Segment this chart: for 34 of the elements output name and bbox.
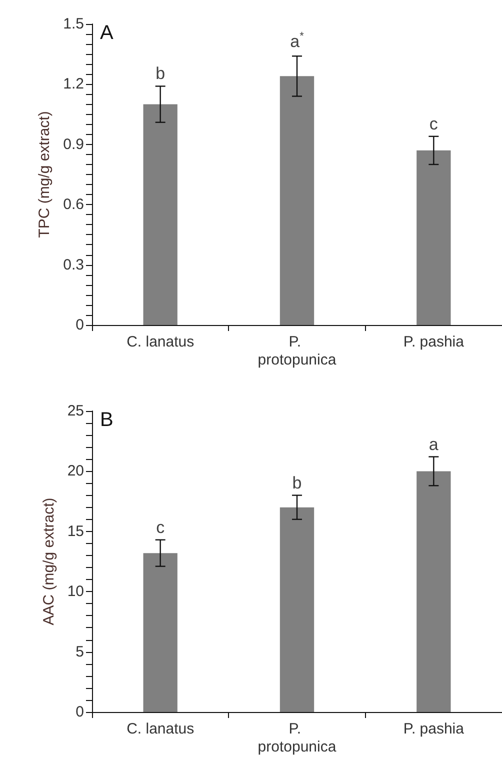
annotation: c (156, 518, 166, 537)
y-axis-title: AAC (mg/g extract) (40, 498, 58, 626)
bar (143, 104, 178, 325)
annotation: c (429, 114, 438, 134)
chart-title: B (100, 409, 114, 431)
y-tick-label: 15 (67, 522, 84, 540)
x-tick-label: C. lanatus (126, 720, 194, 738)
y-tick-label: 1.5 (63, 16, 84, 32)
y-tick-label: 5 (76, 643, 84, 660)
y-tick-label: 0.9 (63, 136, 84, 153)
y-tick-label: 25 (67, 402, 84, 420)
annotation: a (428, 434, 439, 454)
x-tick-label: C. lanatus (126, 334, 194, 350)
y-tick-label: 0 (76, 704, 84, 720)
annotation: a* (290, 30, 305, 52)
bar (416, 471, 451, 712)
y-tick-label: 0 (76, 316, 84, 334)
chart-title: A (100, 22, 114, 44)
y-axis-title: TPC (mg/g extract) (36, 111, 54, 238)
annotation: b (156, 64, 166, 84)
y-tick-label: 0.3 (63, 256, 84, 274)
annotation: b (292, 473, 302, 492)
bar (143, 553, 178, 712)
x-tick-label: P. protopunica (258, 720, 337, 756)
x-tick-label: P. pashia (403, 334, 465, 350)
x-tick-label: P. pashia (403, 720, 465, 738)
y-tick-label: 1.2 (63, 76, 84, 93)
y-tick-label: 10 (67, 583, 84, 600)
bar (416, 150, 451, 325)
y-tick-label: 20 (67, 462, 84, 480)
bar (280, 507, 314, 712)
bar (280, 76, 314, 325)
y-tick-label: 0.6 (63, 196, 84, 214)
x-tick-label: P. protopunica (258, 334, 337, 368)
